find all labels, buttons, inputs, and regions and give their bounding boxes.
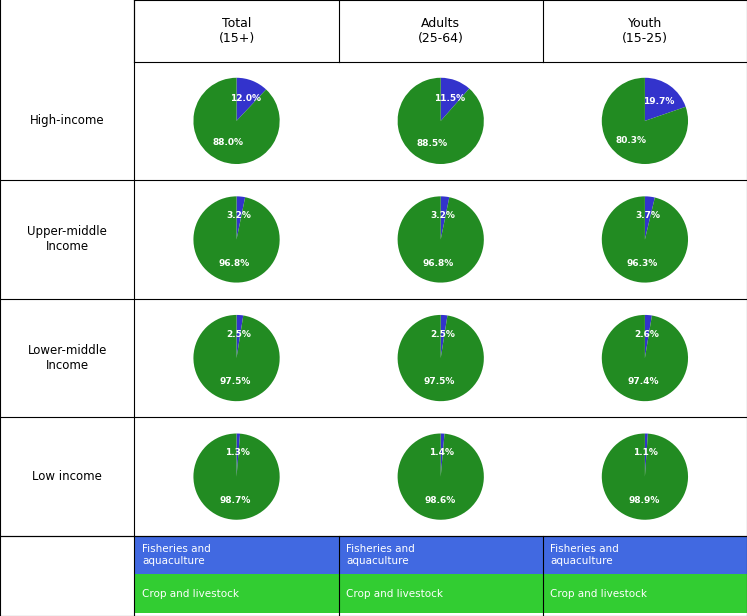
Wedge shape — [602, 315, 688, 401]
Wedge shape — [397, 197, 484, 283]
Text: Crop and livestock: Crop and livestock — [551, 588, 648, 599]
Text: 11.5%: 11.5% — [433, 94, 465, 103]
Bar — [543, 574, 747, 613]
Text: 98.6%: 98.6% — [424, 496, 456, 505]
Wedge shape — [193, 197, 279, 283]
Wedge shape — [645, 78, 686, 121]
Wedge shape — [397, 315, 484, 401]
Text: 97.5%: 97.5% — [424, 377, 455, 386]
Text: 88.0%: 88.0% — [212, 139, 244, 147]
Text: 3.7%: 3.7% — [635, 211, 660, 221]
Text: Adults
(25-64): Adults (25-64) — [418, 17, 464, 45]
Wedge shape — [237, 197, 245, 240]
Text: Fisheries and
aquaculture: Fisheries and aquaculture — [142, 545, 211, 566]
Text: 1.3%: 1.3% — [225, 448, 250, 458]
Wedge shape — [441, 315, 447, 358]
Wedge shape — [602, 434, 688, 520]
Bar — [134, 574, 338, 613]
Text: 2.6%: 2.6% — [634, 330, 660, 339]
Text: High-income: High-income — [30, 115, 105, 128]
Wedge shape — [645, 434, 648, 477]
Bar — [338, 536, 543, 574]
Wedge shape — [193, 78, 279, 164]
Text: Low income: Low income — [32, 470, 102, 483]
Text: Fisheries and
aquaculture: Fisheries and aquaculture — [551, 545, 619, 566]
Text: Youth
(15-25): Youth (15-25) — [622, 17, 668, 45]
Text: 96.8%: 96.8% — [423, 259, 454, 267]
Text: 97.4%: 97.4% — [627, 377, 659, 386]
Wedge shape — [441, 197, 450, 240]
Text: 98.9%: 98.9% — [628, 496, 660, 505]
Text: 3.2%: 3.2% — [431, 211, 456, 221]
Text: 2.5%: 2.5% — [430, 330, 455, 339]
Text: 2.5%: 2.5% — [226, 330, 251, 339]
Wedge shape — [193, 315, 279, 401]
Bar — [134, 536, 338, 574]
Bar — [338, 574, 543, 613]
Wedge shape — [645, 197, 655, 240]
Text: Fisheries and
aquaculture: Fisheries and aquaculture — [346, 545, 415, 566]
Text: 19.7%: 19.7% — [643, 97, 675, 106]
Text: Crop and livestock: Crop and livestock — [142, 588, 239, 599]
Text: 12.0%: 12.0% — [230, 94, 261, 103]
Text: 96.8%: 96.8% — [219, 259, 249, 267]
Text: Lower-middle
Income: Lower-middle Income — [28, 344, 107, 372]
Text: Upper-middle
Income: Upper-middle Income — [28, 225, 107, 253]
Text: 3.2%: 3.2% — [226, 211, 252, 221]
Wedge shape — [397, 78, 484, 164]
Wedge shape — [441, 78, 469, 121]
Text: 1.4%: 1.4% — [430, 448, 454, 458]
Bar — [0, 536, 134, 616]
Wedge shape — [602, 78, 688, 164]
Text: Total
(15+): Total (15+) — [218, 17, 255, 45]
Text: Crop and livestock: Crop and livestock — [346, 588, 443, 599]
Bar — [543, 536, 747, 574]
Wedge shape — [237, 315, 244, 358]
Text: 88.5%: 88.5% — [417, 139, 448, 148]
Text: 96.3%: 96.3% — [627, 259, 658, 267]
Wedge shape — [645, 315, 652, 358]
Wedge shape — [602, 197, 688, 283]
Wedge shape — [397, 434, 484, 520]
Wedge shape — [441, 434, 444, 477]
Wedge shape — [193, 434, 279, 520]
Text: 98.7%: 98.7% — [220, 496, 251, 505]
Bar — [0, 0, 747, 536]
Text: 97.5%: 97.5% — [219, 377, 250, 386]
Text: 80.3%: 80.3% — [616, 136, 647, 145]
Text: 1.1%: 1.1% — [633, 448, 658, 458]
Wedge shape — [237, 78, 266, 121]
Wedge shape — [237, 434, 240, 477]
